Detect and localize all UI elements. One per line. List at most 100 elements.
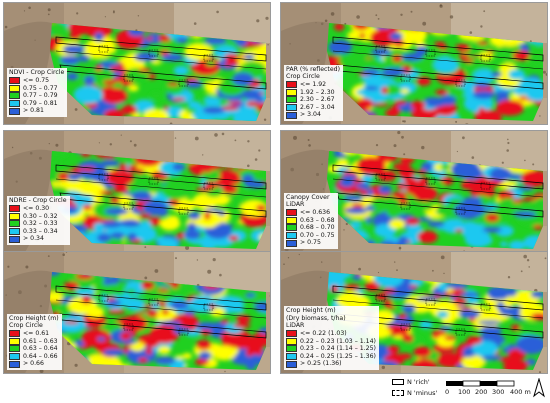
legend-class-label: 0.63 – 0.64 xyxy=(23,345,58,353)
legend: Crop Height (m) (Dry biomass, t/ha) LiDAR <… xyxy=(284,306,379,370)
legend-subtitle: (Dry biomass, t/ha) xyxy=(286,314,346,322)
legend-class-row: 0.68 – 0.70 xyxy=(286,224,335,232)
legend-class-label: <= 1.92 xyxy=(300,80,327,88)
legend-class-row: <= 0.61 xyxy=(9,330,59,338)
legend-class-row: 0.22 – 0.23 (1.03 – 1.14) xyxy=(286,338,376,346)
legend-swatch xyxy=(286,216,297,224)
legend-class-row: > 0.66 xyxy=(9,360,59,368)
legend-class-label: > 0.25 (1.36) xyxy=(300,360,342,368)
scale-tick-400m: 400 m xyxy=(510,388,531,396)
legend-class-row: > 0.81 xyxy=(9,107,64,115)
legend-class-row: 0.32 – 0.33 xyxy=(9,220,67,228)
legend-swatch xyxy=(9,205,20,213)
legend-swatch xyxy=(286,337,297,345)
legend: NDRE - Crop Circle <= 0.30 0.30 – 0.32 0.32… xyxy=(7,196,70,245)
legend-swatch xyxy=(9,360,20,368)
legend-title: Crop Height (m) xyxy=(9,314,59,322)
legend-class-row: 0.63 – 0.68 xyxy=(286,217,335,225)
legend-swatch xyxy=(286,224,297,232)
legend-class-row: > 0.75 xyxy=(286,239,335,247)
legend-swatch xyxy=(286,345,297,353)
legend-class-row: <= 0.22 (1.03) xyxy=(286,330,376,338)
legend-swatch xyxy=(9,92,20,100)
legend-class-label: 0.30 – 0.32 xyxy=(23,212,58,220)
legend-class-label: 0.64 – 0.66 xyxy=(23,352,58,360)
legend-swatch xyxy=(286,96,297,104)
legend-swatch xyxy=(9,212,20,220)
legend-swatch xyxy=(286,88,297,96)
legend-class-label: 0.77 – 0.79 xyxy=(23,92,58,100)
legend: Canopy Cover LiDAR <= 0.636 0.63 – 0.68 0.68… xyxy=(284,192,338,249)
scale-bar-graphic xyxy=(446,380,515,387)
legend-class-row: 0.64 – 0.66 xyxy=(9,353,59,361)
legend-subtitle: Crop Circle xyxy=(9,322,43,330)
legend-subtitle: LiDAR xyxy=(286,201,305,209)
legend-class-label: 0.75 – 0.77 xyxy=(23,84,58,92)
legend-class-label: 2.67 – 3.04 xyxy=(300,103,335,111)
legend-class-label: <= 0.636 xyxy=(300,208,331,216)
legend-swatch xyxy=(9,330,20,338)
legend-class-label: 0.22 – 0.23 (1.03 – 1.14) xyxy=(300,337,376,345)
legend: NDVI - Crop Circle <= 0.75 0.75 – 0.77 0.77… xyxy=(7,68,68,117)
legend-class-label: 0.70 – 0.75 xyxy=(300,231,335,239)
legend-swatch xyxy=(9,84,20,92)
legend-class-row: 0.33 – 0.34 xyxy=(9,228,67,236)
legend-class-label: 0.63 – 0.68 xyxy=(300,216,335,224)
north-arrow-icon xyxy=(533,378,545,398)
legend-class-label: 0.79 – 0.81 xyxy=(23,99,58,107)
scale-tick-200: 200 xyxy=(475,388,488,396)
legend-class-label: 0.24 – 0.25 (1.25 – 1.36) xyxy=(300,352,376,360)
legend-swatch xyxy=(9,220,20,228)
legend-class-label: 0.61 – 0.63 xyxy=(23,337,58,345)
legend-title: Canopy Cover xyxy=(286,193,330,201)
legend-swatch xyxy=(286,360,297,368)
scale-tick-0: 0 xyxy=(445,388,450,396)
legend-subtitle2: LiDAR xyxy=(286,322,305,330)
legend-class-label: > 3.04 xyxy=(300,111,321,119)
legend-title: NDVI - Crop Circle xyxy=(9,69,65,77)
legend-class-label: <= 0.22 (1.03) xyxy=(300,329,347,337)
legend-class-row: 0.61 – 0.63 xyxy=(9,338,59,346)
legend-title: NDRE - Crop Circle xyxy=(9,197,67,205)
legend-class-row: <= 0.30 xyxy=(9,205,67,213)
legend-class-row: 0.79 – 0.81 xyxy=(9,100,64,108)
legend-swatch xyxy=(286,239,297,247)
legend-class-row: 0.24 – 0.25 (1.25 – 1.36) xyxy=(286,353,376,361)
solid-box-icon xyxy=(392,378,404,385)
legend-class-row: > 0.25 (1.36) xyxy=(286,360,376,368)
legend-class-label: 2.30 – 2.67 xyxy=(300,96,335,104)
legend-class-label: 0.68 – 0.70 xyxy=(300,224,335,232)
legend-class-row: > 0.34 xyxy=(9,235,67,243)
key-n-minus: N 'minus' xyxy=(392,387,437,398)
map-image xyxy=(281,131,547,252)
legend-swatch xyxy=(9,235,20,243)
map-panel-crop-height-lidar: Crop Height (m) (Dry biomass, t/ha) LiDAR <… xyxy=(280,251,548,374)
legend-swatch xyxy=(9,228,20,236)
legend-swatch xyxy=(286,232,297,240)
legend-class-row: 2.30 – 2.67 xyxy=(286,96,340,104)
legend-class-label: <= 0.30 xyxy=(23,204,50,212)
legend-class-label: 0.23 – 0.24 (1.14 – 1.25) xyxy=(300,345,376,353)
map-panel-ndvi: NDVI - Crop Circle <= 0.75 0.75 – 0.77 0.77… xyxy=(3,2,271,125)
legend-class-row: 0.63 – 0.64 xyxy=(9,345,59,353)
scale-tick-100: 100 xyxy=(458,388,471,396)
map-panel-canopy-cover: Canopy Cover LiDAR <= 0.636 0.63 – 0.68 0.68… xyxy=(280,130,548,253)
key-n-minus-label: N 'minus' xyxy=(407,388,438,397)
legend-class-row: 2.67 – 3.04 xyxy=(286,104,340,112)
legend-swatch xyxy=(286,81,297,89)
legend-class-row: 0.30 – 0.32 xyxy=(9,213,67,221)
scale-bar: 0 100 200 300 400 m xyxy=(445,376,531,398)
legend-class-label: > 0.34 xyxy=(23,235,44,243)
treatment-key: N 'rich' N 'minus' xyxy=(392,376,437,398)
legend-class-label: > 0.81 xyxy=(23,107,44,115)
map-panel-par: PAR (% reflected) Crop Circle <= 1.92 1.92 … xyxy=(280,2,548,125)
legend-class-row: <= 1.92 xyxy=(286,81,340,89)
legend-swatch xyxy=(9,345,20,353)
legend-class-row: 0.23 – 0.24 (1.14 – 1.25) xyxy=(286,345,376,353)
scale-tick-300: 300 xyxy=(492,388,505,396)
legend-swatch xyxy=(9,100,20,108)
legend-title: PAR (% reflected) xyxy=(286,65,340,73)
legend-swatch xyxy=(9,77,20,85)
legend-class-row: 0.70 – 0.75 xyxy=(286,232,335,240)
legend-class-row: <= 0.636 xyxy=(286,209,335,217)
